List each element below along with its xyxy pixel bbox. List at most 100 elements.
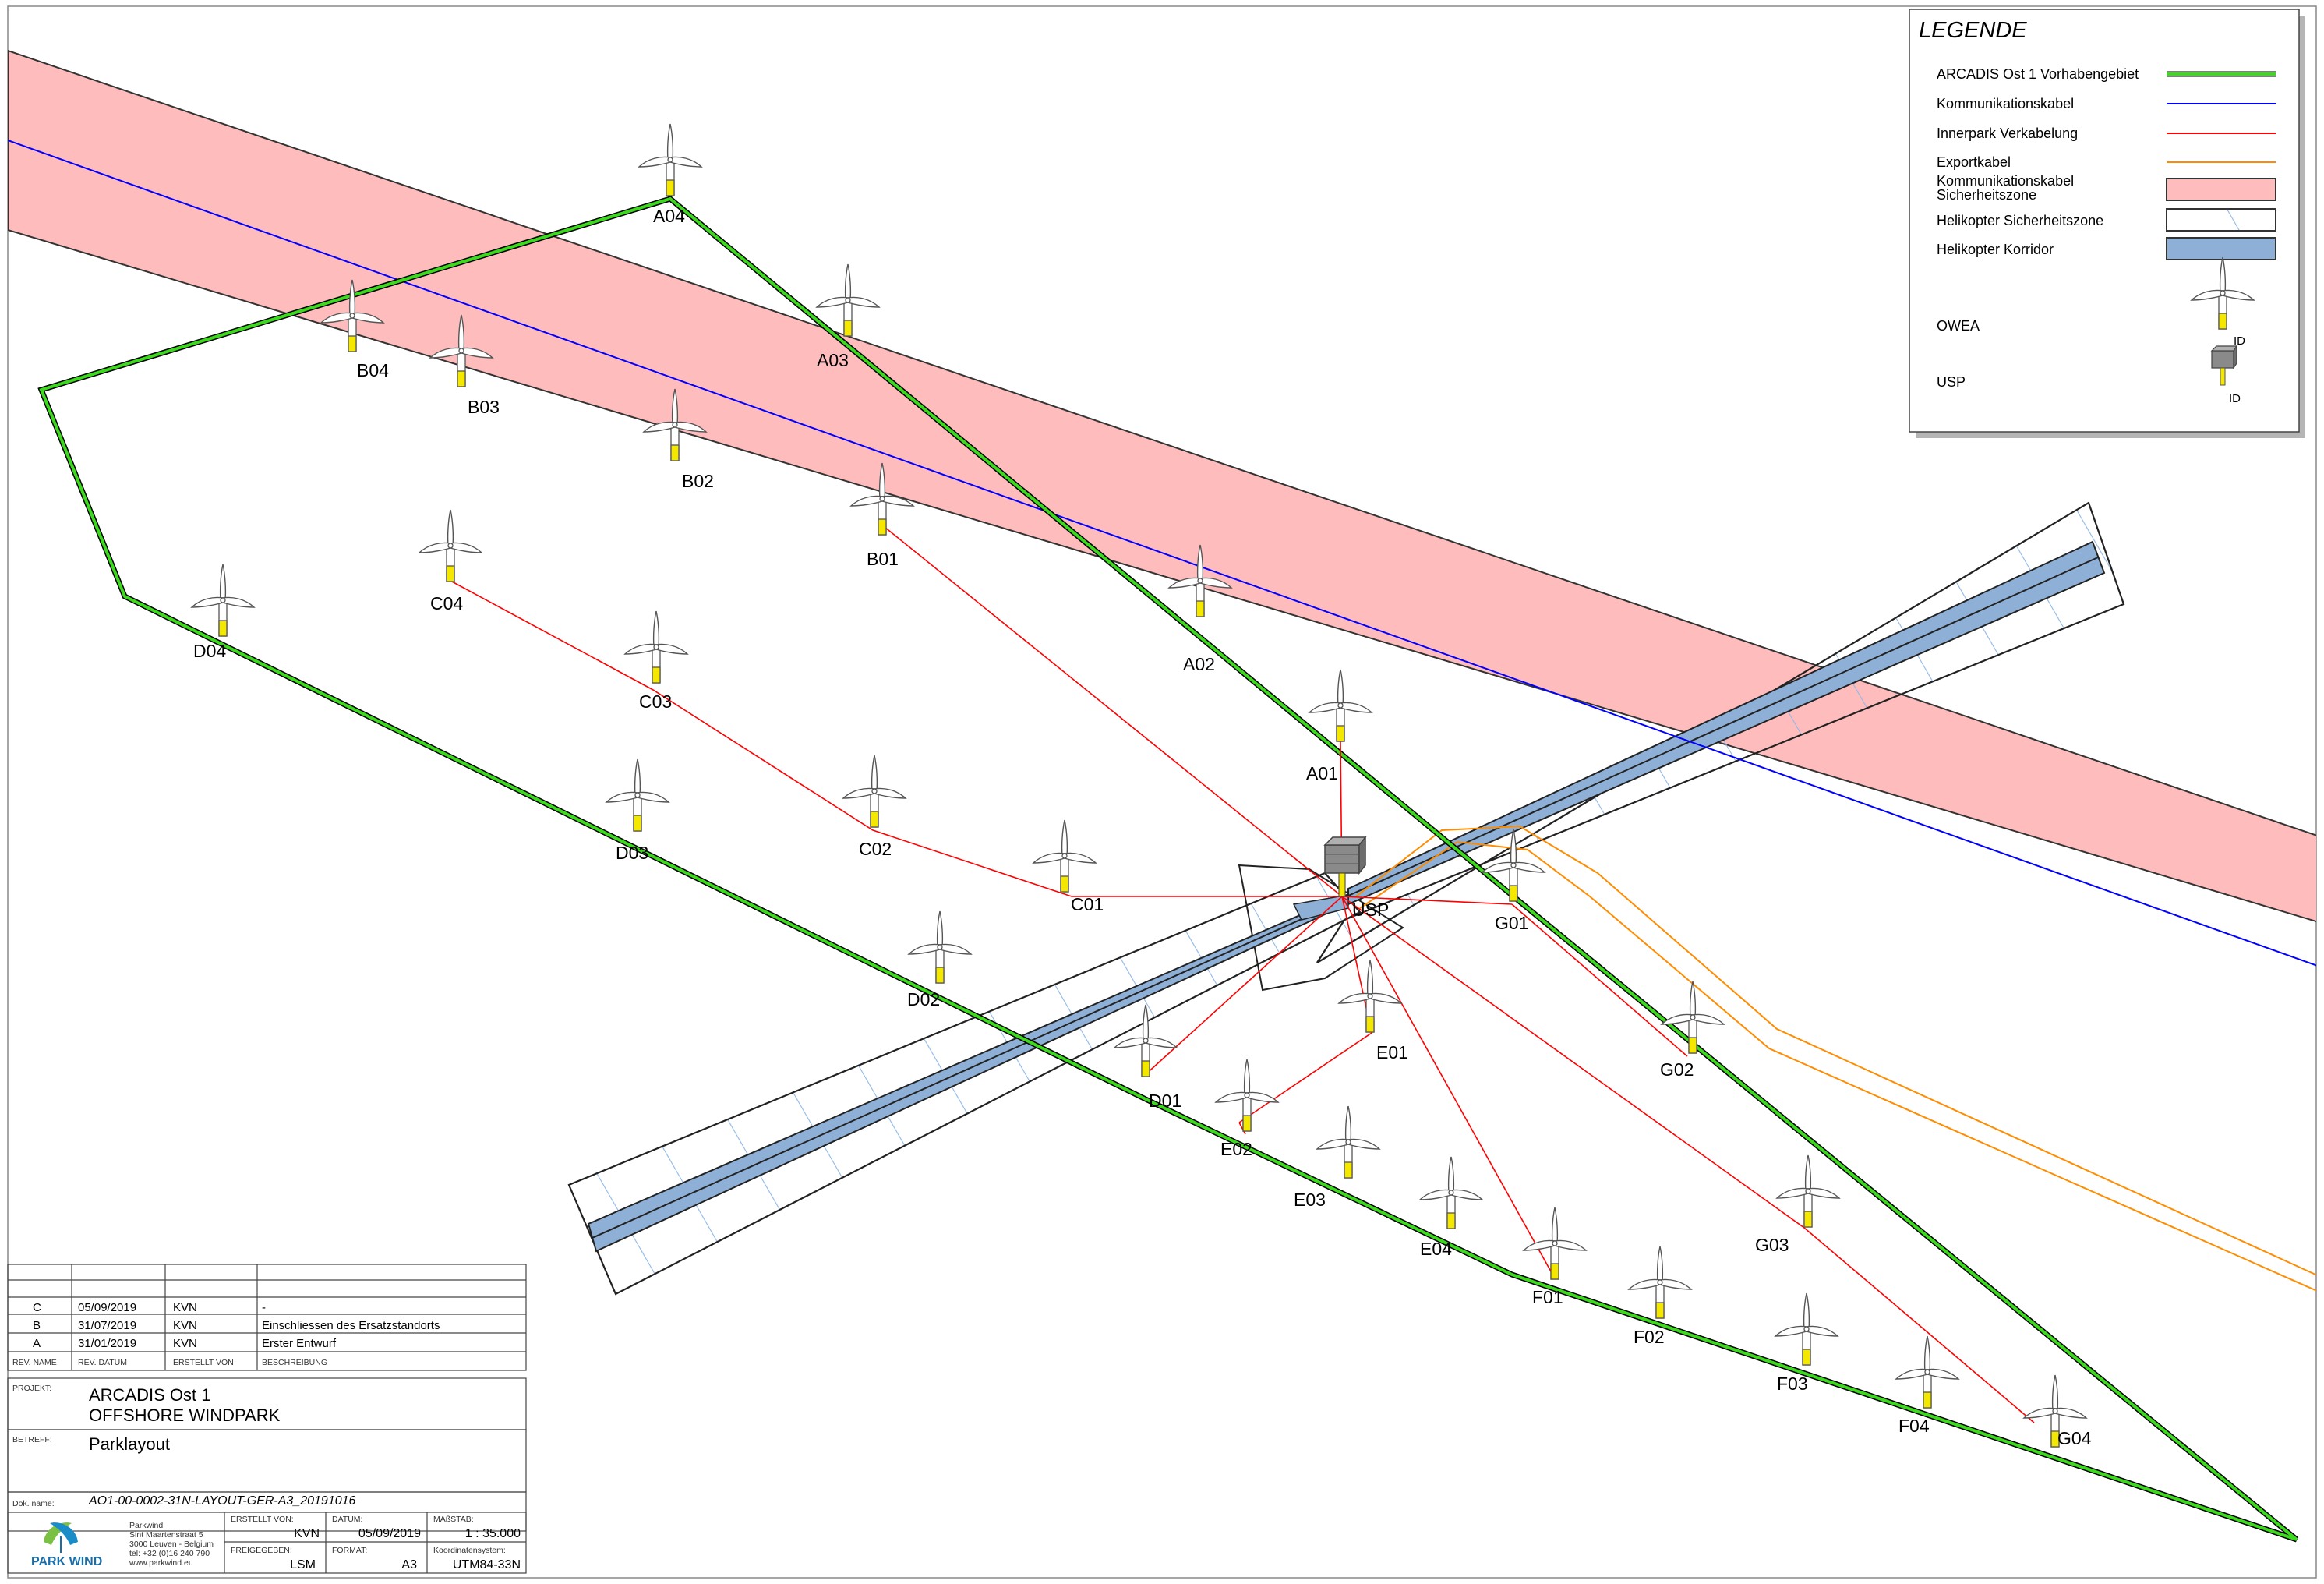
format-value: A3: [401, 1558, 417, 1572]
company-web: www.parkwind.eu: [129, 1558, 193, 1568]
communication-cable: [8, 140, 2316, 967]
turbine-label-e01: E01: [1376, 1042, 1408, 1062]
turbine-label-d02: D02: [907, 989, 940, 1009]
turbine-label-b03: B03: [468, 397, 500, 417]
helicopter-corridor-sw: [587, 893, 1347, 1253]
helicopter-safety-zone-center: [1238, 864, 1404, 992]
project-name-line1: ARCADIS Ost 1: [89, 1385, 210, 1405]
turbine-c01[interactable]: [1033, 819, 1097, 893]
released-label: FREIGEGEBEN:: [231, 1546, 292, 1555]
rev-c-date: 05/09/2019: [78, 1301, 136, 1314]
turbine-d02[interactable]: [908, 910, 972, 984]
turbine-f01[interactable]: [1523, 1207, 1587, 1280]
document-name: AO1-00-0002-31N-LAYOUT-GER-A3_20191016: [88, 1494, 356, 1508]
company-street: Sint Maartenstraat 5: [129, 1530, 203, 1540]
legend: LEGENDE ARCADIS Ost 1 Vorhabengebiet Komm…: [1909, 9, 2305, 438]
turbine-e04[interactable]: [1419, 1156, 1483, 1229]
legend-label-4: Kommunikationskabel: [1937, 173, 2074, 189]
scale-label: MAßSTAB:: [433, 1515, 474, 1524]
legend-label-1: Kommunikationskabel: [1937, 96, 2074, 111]
logo-text: PARK WIND: [31, 1555, 102, 1568]
legend-label-2: Innerpark Verkabelung: [1937, 126, 2078, 141]
turbine-c02[interactable]: [842, 755, 906, 828]
turbine-e01[interactable]: [1338, 960, 1402, 1033]
format-label: FORMAT:: [332, 1546, 367, 1555]
substation-usp[interactable]: [1323, 835, 1367, 897]
rev-header-desc: BESCHREIBUNG: [262, 1358, 327, 1367]
turbine-label-b04: B04: [357, 360, 389, 380]
released-value: LSM: [290, 1558, 316, 1572]
title-block: C 05/09/2019 KVN - B 31/07/2019 KVN Eins…: [7, 1264, 527, 1574]
legend-id-substation: ID: [2229, 392, 2241, 405]
turbine-f03[interactable]: [1775, 1292, 1838, 1366]
turbine-label-e02: E02: [1220, 1139, 1252, 1159]
turbine-label-f04: F04: [1898, 1416, 1930, 1436]
legend-swatch-heli-corridor: [2166, 237, 2276, 260]
date-value: 05/09/2019: [358, 1527, 421, 1540]
turbine-layer: A01 A02 A03 A04 B01 B02 B03 B04 C01 C02 C03 C04 D01 D…: [191, 123, 2092, 1448]
subject-label: BETREFF:: [12, 1435, 52, 1444]
legend-label-4-b: Sicherheitszone: [1937, 187, 2036, 203]
legend-swatch-heli-zone: [2166, 208, 2276, 232]
legend-label-0: ARCADIS Ost 1 Vorhabengebiet: [1937, 66, 2139, 82]
rev-a-name: A: [33, 1337, 41, 1350]
legend-title: LEGENDE: [1919, 18, 2027, 43]
export-cable-1: [1355, 825, 2316, 1276]
turbine-label-f03: F03: [1777, 1374, 1808, 1394]
turbine-c04[interactable]: [419, 509, 482, 582]
rev-a-desc: Erster Entwurf: [262, 1337, 337, 1350]
substation-label: USP: [1352, 900, 1389, 920]
legend-id-turbine: ID: [2234, 334, 2245, 348]
crs-label: Koordinatensystem:: [433, 1546, 506, 1555]
turbine-label-c04: C04: [430, 593, 463, 613]
turbine-d03[interactable]: [606, 758, 669, 832]
turbine-label-a02: A02: [1183, 654, 1215, 674]
turbine-label-c02: C02: [859, 839, 892, 859]
turbine-label-f01: F01: [1532, 1287, 1563, 1307]
turbine-label-e03: E03: [1294, 1190, 1326, 1210]
turbine-label-a01: A01: [1306, 763, 1338, 783]
rev-b-desc: Einschliessen des Ersatzstandorts: [262, 1319, 440, 1332]
company-tel: tel: +32 (0)16 240 790: [129, 1549, 210, 1558]
rev-c-name: C: [33, 1301, 41, 1314]
company-name: Parkwind: [129, 1521, 163, 1530]
rev-c-by: KVN: [173, 1301, 197, 1314]
turbine-c03[interactable]: [624, 610, 688, 684]
legend-label-5: Helikopter Sicherheitszone: [1937, 213, 2103, 228]
turbine-d04[interactable]: [191, 564, 255, 637]
turbine-label-e04: E04: [1420, 1239, 1452, 1259]
created-label: ERSTELLT VON:: [231, 1515, 294, 1524]
turbine-g03[interactable]: [1776, 1154, 1840, 1228]
rev-a-date: 31/01/2019: [78, 1337, 136, 1350]
legend-swatch-comm-zone: [2166, 178, 2276, 201]
export-cable-2: [1359, 840, 2316, 1292]
turbine-e02[interactable]: [1215, 1059, 1279, 1132]
turbine-e03[interactable]: [1316, 1105, 1380, 1179]
turbine-a04[interactable]: [638, 123, 702, 196]
rev-a-by: KVN: [173, 1337, 197, 1350]
rev-header-name: REV. NAME: [12, 1358, 57, 1367]
turbine-label-g04: G04: [2057, 1428, 2092, 1448]
turbine-label-b01: B01: [867, 549, 899, 569]
turbine-f04[interactable]: [1895, 1335, 1959, 1409]
turbine-a01[interactable]: [1309, 669, 1372, 742]
helicopter-safety-zone-sw: [567, 872, 1362, 1296]
rev-header-date: REV. DATUM: [78, 1358, 127, 1367]
turbine-label-d03: D03: [616, 843, 648, 863]
turbine-f02[interactable]: [1628, 1246, 1692, 1319]
crs-value: UTM84-33N: [453, 1558, 521, 1572]
rev-c-desc: -: [262, 1301, 266, 1314]
turbine-label-b02: B02: [682, 471, 714, 491]
legend-swatch-substation: [2210, 345, 2238, 386]
doc-label: Dok. name:: [12, 1499, 55, 1508]
legend-label-3: Exportkabel: [1937, 154, 2011, 170]
turbine-label-f02: F02: [1634, 1327, 1665, 1347]
rev-header-by: ERSTELLT VON: [173, 1358, 234, 1367]
communication-cable-safety-zone: [8, 49, 2316, 923]
turbine-label-g02: G02: [1660, 1059, 1694, 1080]
project-label: PROJEKT:: [12, 1384, 51, 1393]
turbine-label-g03: G03: [1755, 1235, 1789, 1255]
subject-value: Parklayout: [89, 1434, 170, 1454]
project-name-line2: OFFSHORE WINDPARK: [89, 1405, 281, 1425]
